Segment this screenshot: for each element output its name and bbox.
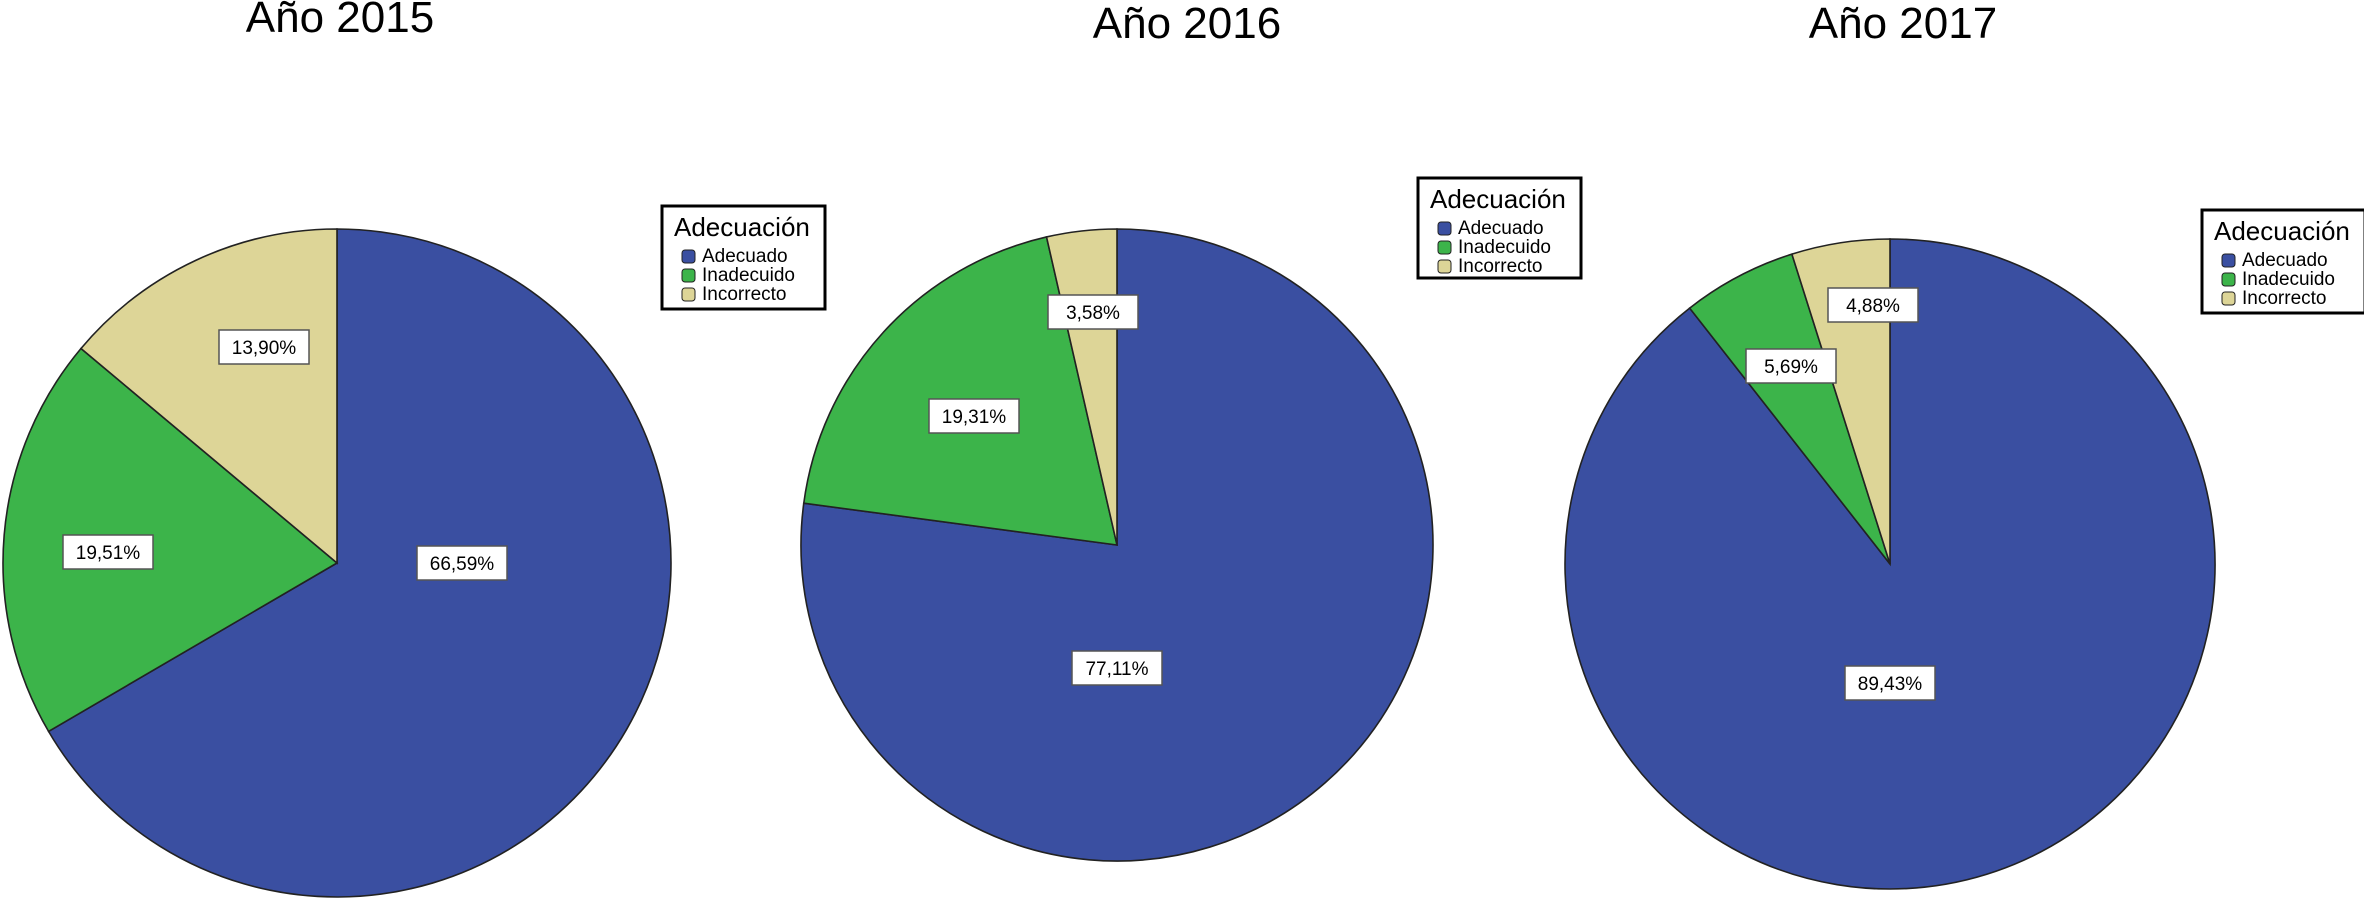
legend-label: Incorrecto xyxy=(702,284,786,305)
legend-label: Adecuado xyxy=(702,246,788,267)
legend-swatch-adecuado xyxy=(2221,253,2236,268)
pie-slice-incorrecto xyxy=(79,228,338,565)
chart-title: Año 2016 xyxy=(1093,0,1281,48)
data-label: 5,69% xyxy=(1764,357,1818,378)
legend-swatch-inadecuido xyxy=(681,268,696,283)
legend-swatch-inadecuido xyxy=(1437,240,1452,255)
legend-label: Adecuado xyxy=(2242,250,2328,271)
pie-slice-adecuado xyxy=(800,228,1434,862)
data-label-box xyxy=(1047,294,1139,330)
data-label: 89,43% xyxy=(1858,674,1923,695)
legend-label: Adecuado xyxy=(1458,218,1544,239)
pie-slice-adecuado xyxy=(47,228,672,898)
legend-label: Incorrecto xyxy=(1458,256,1542,277)
data-label-box xyxy=(1844,665,1936,701)
legend-label: Inadecuido xyxy=(702,265,795,286)
data-label: 13,90% xyxy=(232,338,297,359)
data-label: 77,11% xyxy=(1085,659,1148,680)
pie-slice-inadecuido xyxy=(802,236,1119,546)
legend-label: Incorrecto xyxy=(2242,288,2326,309)
pie-slice-inadecuido xyxy=(2,347,339,733)
legend-title: Adecuación xyxy=(674,212,810,242)
legend-swatch-adecuado xyxy=(1437,221,1452,236)
legend-swatch-incorrecto xyxy=(681,287,696,302)
data-label-box xyxy=(416,545,508,581)
legend-title: Adecuación xyxy=(2214,216,2350,246)
data-label: 19,31% xyxy=(942,407,1007,428)
data-label-box xyxy=(1827,287,1919,323)
data-label: 19,51% xyxy=(76,543,141,564)
legend-swatch-incorrecto xyxy=(2221,291,2236,306)
data-label-box xyxy=(1071,650,1163,686)
legend-swatch-incorrecto xyxy=(1437,259,1452,274)
data-label: 3,58% xyxy=(1066,303,1120,324)
legend-swatch-adecuado xyxy=(681,249,696,264)
data-label-box xyxy=(928,398,1020,434)
data-label-box xyxy=(1745,348,1837,384)
legend-swatch-inadecuido xyxy=(2221,272,2236,287)
chart-title: Año 2017 xyxy=(1809,0,1997,48)
data-label-box xyxy=(62,534,154,570)
chart-title: Año 2015 xyxy=(246,0,434,42)
pie-chart-0: Año 201566,59%19,51%13,90%AdecuaciónAdec… xyxy=(2,0,827,898)
legend-title: Adecuación xyxy=(1430,184,1566,214)
data-label-box xyxy=(218,329,310,365)
pie-chart-1: Año 201677,11%19,31%3,58%AdecuaciónAdecu… xyxy=(800,0,1583,862)
legend-label: Inadecuido xyxy=(1458,237,1551,258)
data-label: 66,59% xyxy=(430,554,495,575)
legend-label: Inadecuido xyxy=(2242,269,2335,290)
pie-chart-2: Año 201789,43%5,69%4,88%AdecuaciónAdecua… xyxy=(1564,0,2364,890)
data-label: 4,88% xyxy=(1846,296,1900,317)
